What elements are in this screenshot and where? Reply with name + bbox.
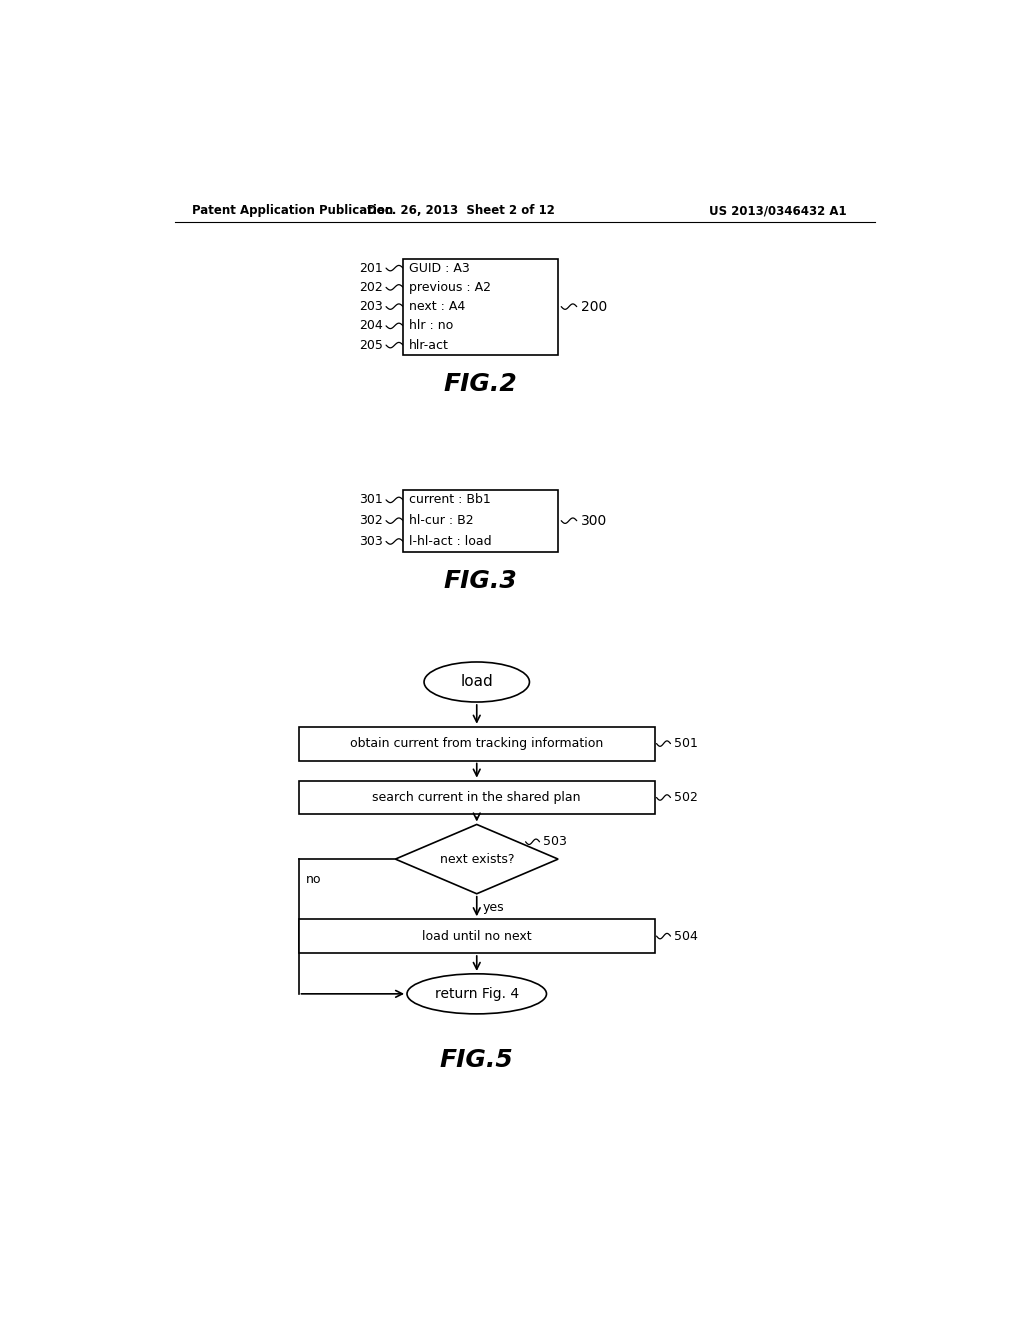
Text: current : Bb1: current : Bb1 [410,494,492,507]
Text: Dec. 26, 2013  Sheet 2 of 12: Dec. 26, 2013 Sheet 2 of 12 [368,205,555,218]
Bar [299,919,655,953]
Text: 203: 203 [359,300,383,313]
Text: load until no next: load until no next [422,929,531,942]
Text: 302: 302 [359,515,383,527]
Text: 502: 502 [674,791,697,804]
Text: obtain current from tracking information: obtain current from tracking information [350,737,603,750]
Text: next exists?: next exists? [439,853,514,866]
Ellipse shape [407,974,547,1014]
Bar [299,726,655,760]
Text: US 2013/0346432 A1: US 2013/0346432 A1 [710,205,847,218]
Text: 204: 204 [359,319,383,333]
Text: Patent Application Publication: Patent Application Publication [191,205,393,218]
Text: previous : A2: previous : A2 [410,281,492,294]
Text: l-hl-act : load: l-hl-act : load [410,535,492,548]
Text: 300: 300 [582,513,607,528]
Text: next : A4: next : A4 [410,300,466,313]
Text: yes: yes [483,902,505,915]
Text: 205: 205 [359,339,383,351]
Text: 202: 202 [359,281,383,294]
Bar [299,780,655,814]
Text: GUID : A3: GUID : A3 [410,261,470,275]
Text: hl-cur : B2: hl-cur : B2 [410,515,474,527]
Text: 501: 501 [674,737,697,750]
Text: hlr : no: hlr : no [410,319,454,333]
Text: load: load [461,675,494,689]
Text: 201: 201 [359,261,383,275]
Text: FIG.2: FIG.2 [443,372,517,396]
Text: FIG.3: FIG.3 [443,569,517,593]
Text: return Fig. 4: return Fig. 4 [434,987,519,1001]
Text: no: no [306,873,322,886]
Text: 503: 503 [543,836,566,849]
Text: search current in the shared plan: search current in the shared plan [373,791,581,804]
Text: 303: 303 [359,535,383,548]
Bar [403,490,558,552]
Polygon shape [395,825,558,894]
Ellipse shape [424,663,529,702]
Bar [403,259,558,355]
Text: 200: 200 [582,300,607,314]
Text: 504: 504 [674,929,697,942]
Text: FIG.5: FIG.5 [440,1048,514,1072]
Text: 301: 301 [359,494,383,507]
Text: hlr-act: hlr-act [410,339,450,351]
